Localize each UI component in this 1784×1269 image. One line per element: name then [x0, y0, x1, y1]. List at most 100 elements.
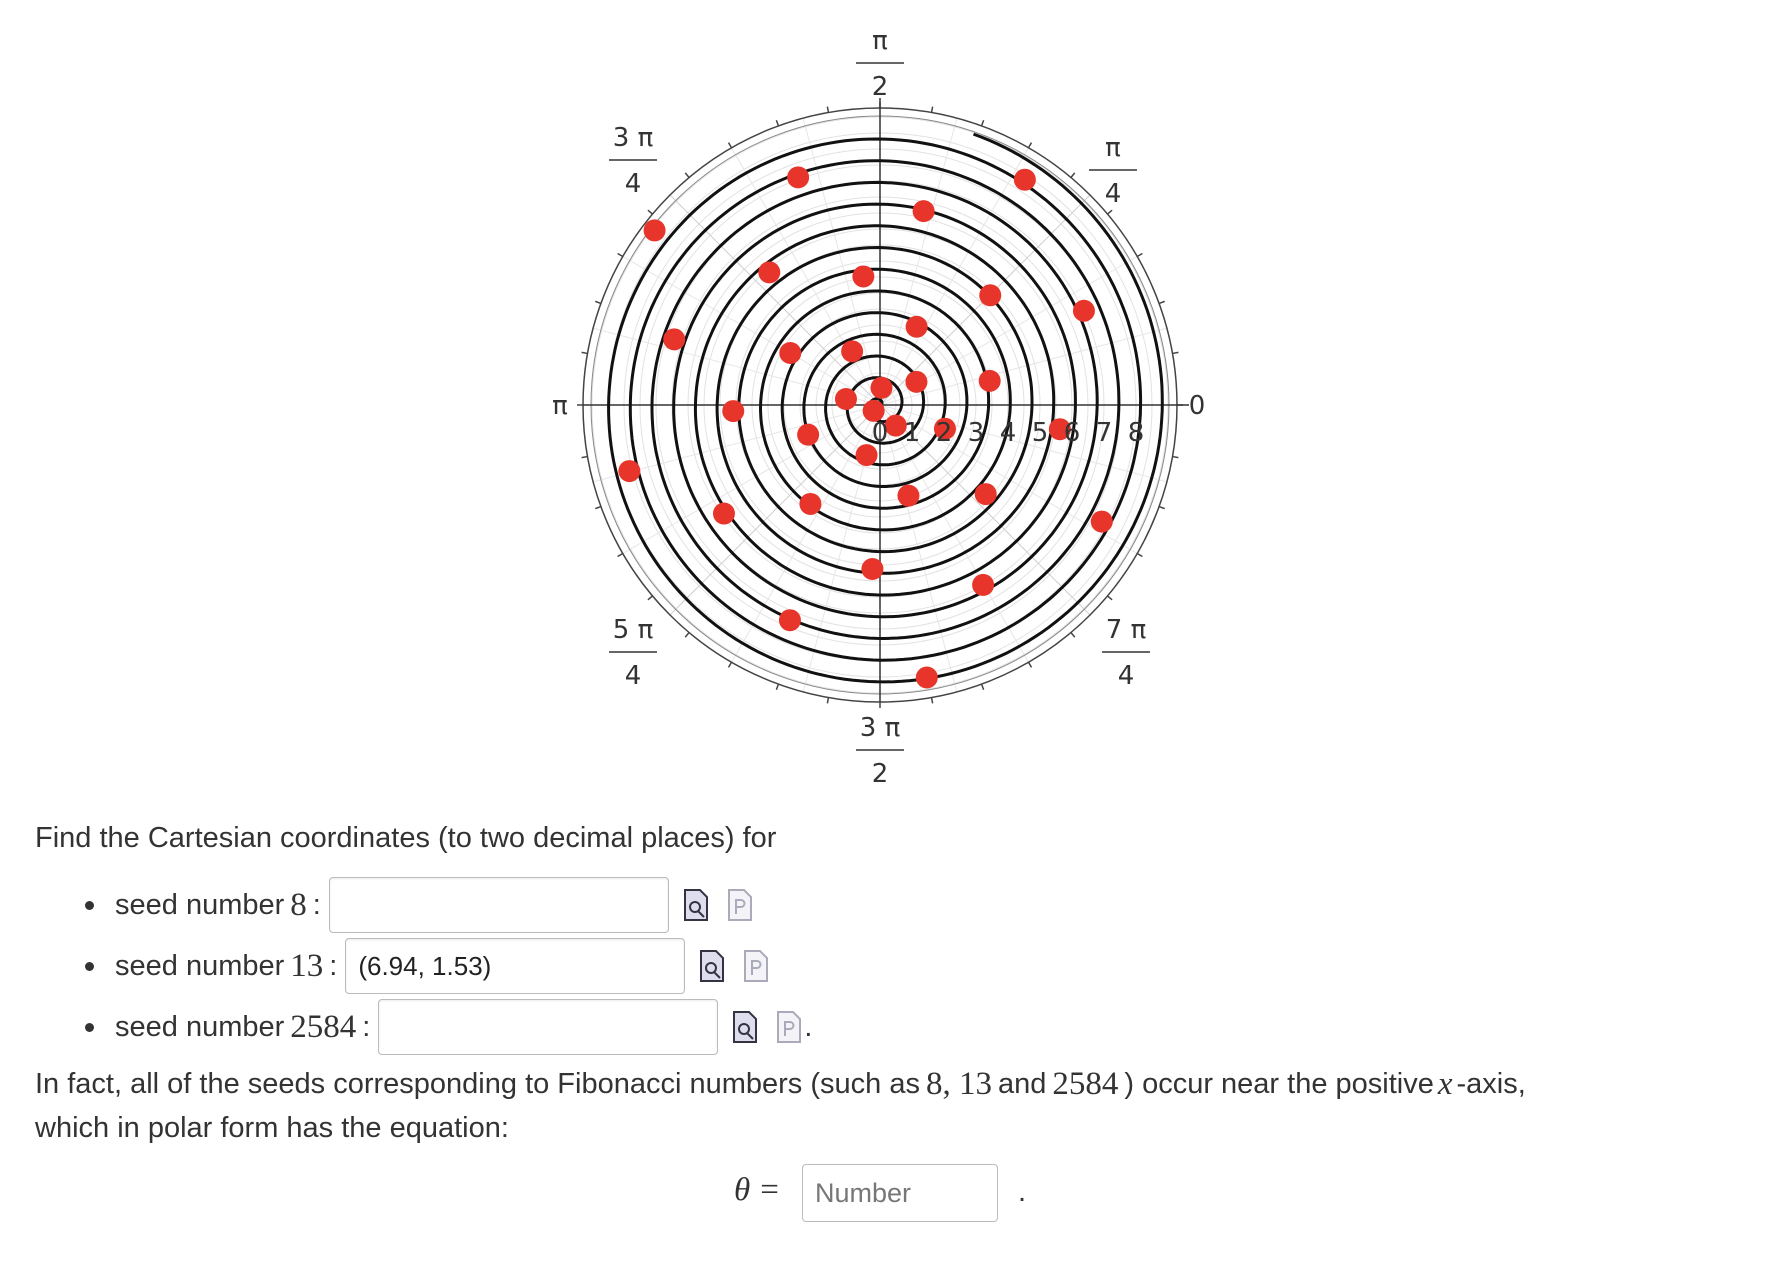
grid-ray: [669, 404, 881, 616]
ring-tick: [826, 106, 830, 113]
seed-dot: [1090, 510, 1113, 533]
seed-dot: [972, 573, 995, 596]
format-icon[interactable]: [743, 949, 769, 983]
ring-tick: [1136, 552, 1143, 558]
format-icon[interactable]: [727, 888, 753, 922]
conclusion-text: In fact, all of the seeds corresponding …: [35, 1068, 920, 1100]
item-suffix: :: [362, 1010, 371, 1043]
radial-label: 4: [1000, 418, 1017, 448]
number-input[interactable]: Number: [802, 1164, 998, 1222]
ring-tick: [595, 300, 602, 305]
ring-tick: [930, 697, 934, 704]
bullet: [85, 1022, 94, 1032]
grid-ray: [731, 404, 881, 663]
seed-dot: [1013, 168, 1036, 191]
seed-dot: [905, 370, 928, 393]
item-prefix: seed number: [115, 1010, 285, 1043]
ring-tick: [980, 683, 985, 690]
ring-tick: [775, 120, 780, 127]
ring-tick: [1027, 661, 1033, 668]
ring-tick: [930, 106, 934, 113]
radial-label: 7: [1096, 418, 1113, 448]
ring-tick: [684, 172, 690, 178]
radial-label: 0: [872, 418, 889, 448]
grid-ray: [879, 117, 958, 406]
conclusion-text: which in polar form has the equation:: [35, 1112, 509, 1144]
angle-denominator: 4: [1118, 661, 1135, 691]
ring-tick: [647, 595, 653, 601]
ring-tick: [581, 351, 588, 355]
preview-icon[interactable]: [732, 1010, 758, 1044]
angle-label: π: [552, 391, 568, 421]
ring-tick: [980, 120, 985, 127]
format-icon[interactable]: [776, 1010, 802, 1044]
icons: [683, 888, 753, 922]
ring-tick: [1158, 300, 1165, 305]
preview-icon[interactable]: [699, 949, 725, 983]
seed-dot: [722, 400, 745, 423]
seed-dot: [912, 200, 935, 223]
ring-tick: [775, 683, 780, 690]
angle-numerator: 5 π: [613, 615, 653, 645]
ring-tick: [826, 697, 830, 704]
seed-dot: [915, 666, 938, 689]
angle-denominator: 2: [872, 759, 889, 789]
radial-label: 3: [968, 418, 985, 448]
radial-label: 5: [1032, 418, 1049, 448]
conclusion-text: ) occur near the positive: [1124, 1068, 1434, 1100]
seed-dot: [712, 502, 735, 525]
seed-dot: [758, 261, 781, 284]
bullet: [85, 961, 94, 971]
seed-dot: [905, 315, 928, 338]
preview-icon[interactable]: [683, 888, 709, 922]
item-prefix: seed number: [115, 949, 285, 982]
conclusion-line: which in polar form has the equation:: [35, 1112, 509, 1145]
ring-tick: [595, 505, 602, 510]
answer-input[interactable]: [378, 999, 719, 1055]
seed-dot: [799, 492, 822, 515]
ring-tick: [1070, 172, 1076, 178]
angle-denominator: 4: [625, 169, 642, 199]
radial-label: 8: [1128, 418, 1145, 448]
item-row: seed number 2584 : .: [85, 998, 812, 1056]
seed-dot: [1048, 418, 1071, 441]
radial-label: 2: [936, 418, 953, 448]
spiral: [607, 132, 1164, 684]
seed-dot: [933, 417, 956, 440]
radial-label: 6: [1064, 418, 1081, 448]
ring-tick: [1107, 595, 1113, 601]
grid-ray: [879, 327, 1168, 406]
conclusion-text: -axis,: [1456, 1068, 1526, 1100]
item-number: 13: [290, 947, 324, 984]
item-number: 2584: [290, 1008, 357, 1045]
ring-tick: [1070, 632, 1076, 638]
angle-label: 0: [1189, 391, 1206, 421]
ring-tick: [617, 252, 624, 258]
seed-dot: [855, 444, 878, 467]
math: 8, 13: [925, 1066, 992, 1102]
answer-input[interactable]: [328, 877, 669, 933]
item-row: seed number 8 :: [85, 876, 753, 934]
seed-dot: [841, 340, 864, 363]
math: =: [760, 1172, 779, 1208]
bullet: [85, 900, 94, 910]
ring-tick: [1158, 505, 1165, 510]
angle-denominator: 2: [872, 72, 889, 102]
seed-dot: [979, 284, 1002, 307]
seed-dot: [978, 369, 1001, 392]
placeholder: Number: [815, 1177, 912, 1208]
seed-dot: [862, 399, 885, 422]
trailing-period: .: [804, 1010, 813, 1043]
grid-ray: [879, 404, 1168, 483]
seed-dot: [779, 342, 802, 365]
ring-tick: [684, 632, 690, 638]
ring-tick: [1107, 209, 1113, 215]
seed-dot: [897, 484, 920, 507]
seed-dot: [861, 557, 884, 580]
angle-numerator: π: [872, 26, 888, 56]
answer-input[interactable]: (6.94, 1.53): [345, 938, 686, 994]
icons: [699, 949, 769, 983]
grid-ray: [622, 256, 881, 406]
